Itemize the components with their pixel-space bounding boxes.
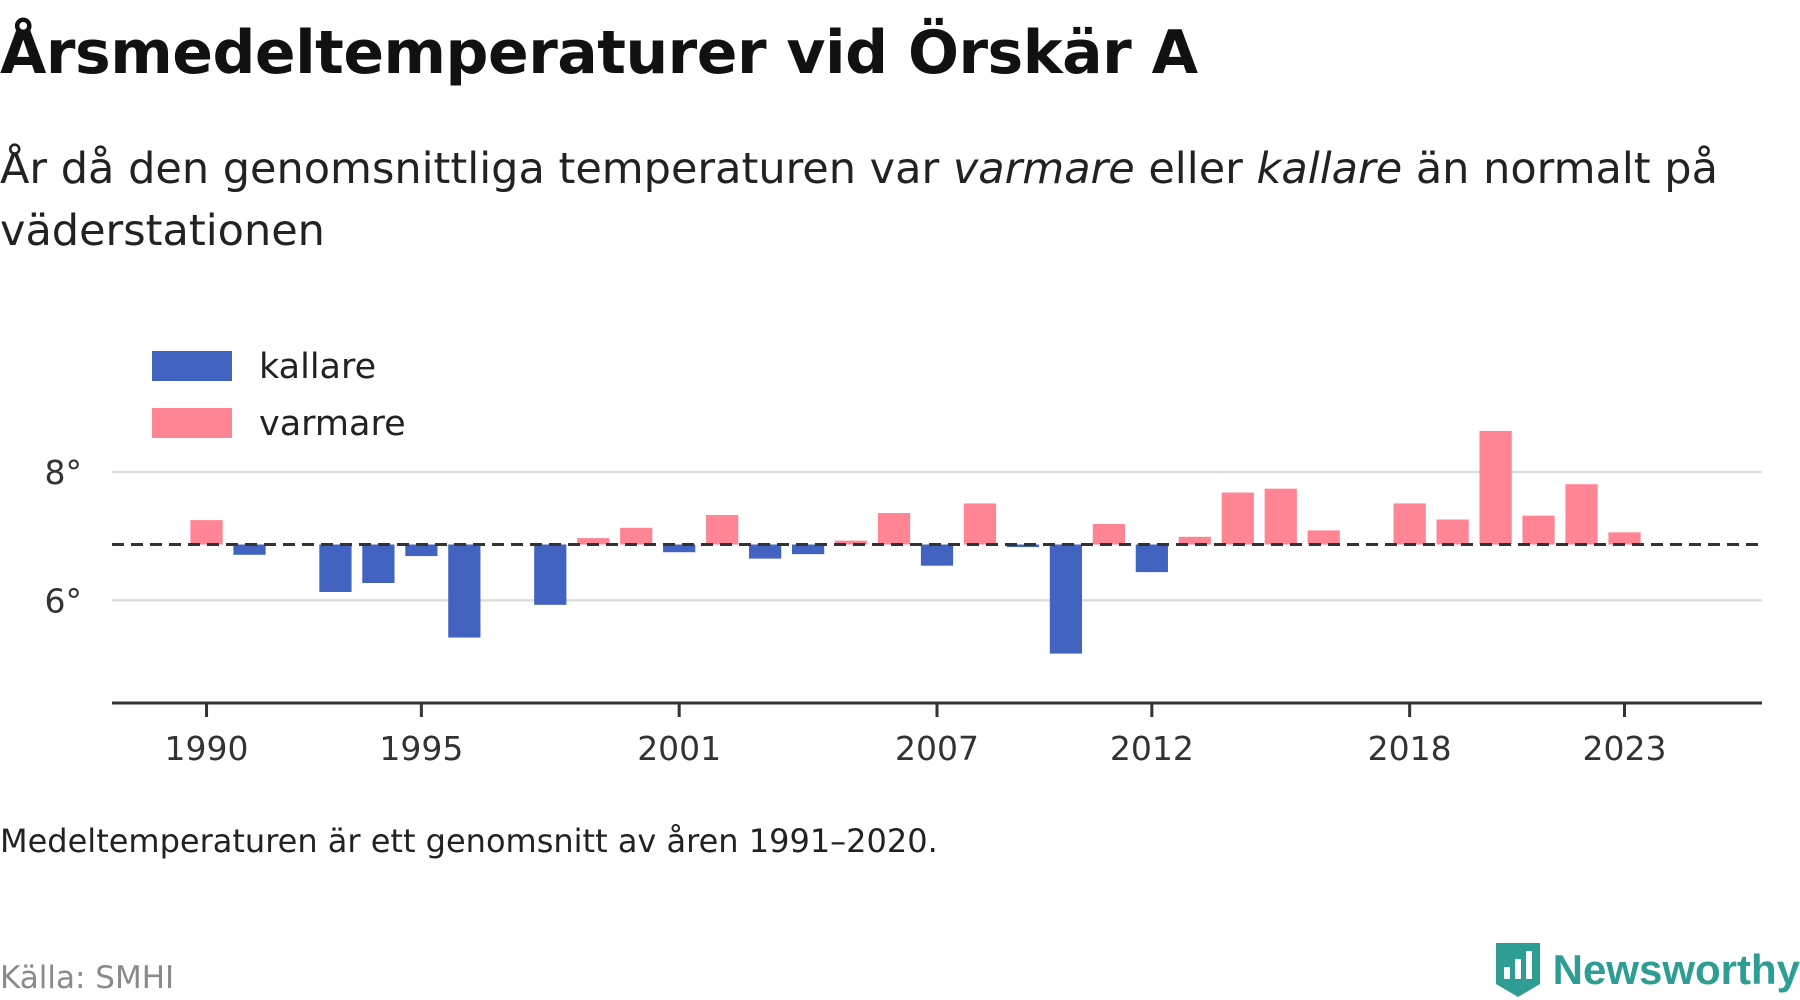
legend-label-varmare: varmare [259, 404, 406, 444]
bar-2007 [920, 544, 954, 566]
bar-2005 [834, 540, 868, 545]
bar-2015 [1264, 488, 1297, 545]
chart-title: Årsmedeltemperaturer vid Örskär A [0, 18, 1198, 88]
bar-1991 [233, 544, 266, 555]
bar-2004 [791, 544, 825, 555]
source-label: Källa: SMHI [0, 960, 175, 996]
bar-2000 [620, 527, 653, 545]
x-axis: 1990 1995 2001 2007 2012 2018 2023 [112, 701, 1762, 768]
x-tick-label-2007: 2007 [895, 729, 979, 768]
bar-2016 [1307, 530, 1340, 545]
bar-1994 [362, 544, 395, 584]
bar-2022 [1565, 484, 1598, 545]
brand-logo: Newsworthy [1493, 940, 1800, 1000]
x-tick-label-2001: 2001 [637, 729, 721, 768]
legend-label-kallare: kallare [259, 347, 376, 387]
legend-swatch-kallare [152, 351, 232, 381]
subtitle-warmer: varmare [952, 144, 1135, 194]
bar-2014 [1221, 492, 1254, 545]
y-tick-label-8: 8° [45, 453, 83, 492]
bar-2019 [1436, 519, 1469, 545]
x-tick-label-2023: 2023 [1583, 729, 1667, 768]
bar-2002 [706, 514, 739, 545]
subtitle-text-2: eller [1134, 144, 1257, 194]
bar-1999 [577, 538, 610, 545]
brand-name: Newsworthy [1552, 946, 1800, 993]
bar-2001 [663, 544, 696, 553]
bar-1998 [534, 544, 567, 605]
subtitle-text-3: än normalt på väderstationen [0, 144, 1718, 256]
bar-2013 [1178, 536, 1211, 545]
grid-lines [112, 470, 1762, 602]
x-tick-label-2018: 2018 [1368, 729, 1452, 768]
bar-1995 [405, 544, 438, 557]
y-tick-label-6: 6° [45, 581, 83, 620]
bar-2012 [1135, 544, 1168, 573]
bar-2018 [1393, 503, 1426, 545]
bar-2021 [1522, 515, 1555, 545]
x-tick-label-2012: 2012 [1110, 729, 1194, 768]
temperature-bar-chart: 1990 1995 2001 2007 2012 2018 2023 6° 8° kallar… [45, 340, 1762, 768]
bars [190, 430, 1641, 654]
legend-swatch-varmare [152, 408, 232, 438]
bar-2008 [963, 503, 997, 545]
bar-1990 [190, 520, 223, 545]
subtitle-text-1: År då den genomsnittliga temperaturen va… [0, 144, 953, 194]
bar-2023 [1608, 532, 1641, 545]
footnote: Medeltemperaturen är ett genomsnitt av å… [0, 822, 938, 860]
y-axis-labels: 6° 8° [45, 453, 83, 620]
bar-2009 [1006, 544, 1040, 548]
chart-subtitle: År då den genomsnittliga temperaturen va… [0, 138, 1780, 262]
bar-1993 [319, 544, 352, 592]
x-tick-label-1990: 1990 [165, 729, 249, 768]
x-tick-label-1995: 1995 [379, 729, 463, 768]
bar-2010 [1049, 544, 1083, 654]
bar-2003 [749, 544, 782, 559]
subtitle-colder: kallare [1256, 144, 1403, 194]
bar-1996 [448, 544, 481, 638]
bar-2006 [877, 513, 911, 545]
bar-2011 [1092, 523, 1125, 545]
bar-2020 [1479, 430, 1512, 545]
bar-chart-shield-icon [1495, 943, 1540, 997]
legend: kallare varmare [136, 340, 426, 444]
